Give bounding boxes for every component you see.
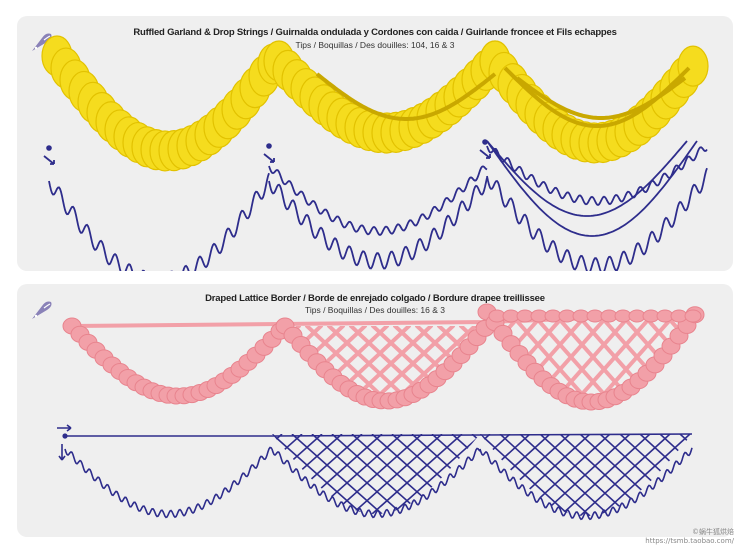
lattice-guide-line [720, 434, 733, 516]
lattice-guide-line [679, 434, 692, 516]
lattice-guide-line [720, 434, 733, 516]
lattice-line [661, 312, 697, 402]
lattice-line [371, 326, 455, 401]
lattice-guide-grid [152, 434, 480, 514]
lattice-guide-line [700, 434, 733, 516]
drop-string-guide [486, 140, 698, 237]
yellow-ruffled-garland [41, 35, 709, 172]
yellow-string [515, 76, 687, 120]
direction-arrow-icon [57, 424, 72, 432]
pink-ruffle-edges [62, 303, 705, 411]
direction-arrow-icon [479, 149, 491, 159]
lattice-guide-line [272, 434, 303, 514]
lattice-guide-line [700, 434, 733, 516]
lattice-line [729, 312, 733, 402]
watermark-handle: ©蜗牛狐烘焙 [692, 528, 734, 536]
yellow-drop-strings [315, 66, 691, 128]
lattice-line [487, 312, 525, 402]
draped-lattice-panel: Draped Lattice Border / Borde de enrejad… [17, 284, 733, 537]
wavy-garland-guide [48, 172, 270, 271]
inner-wavy-guide [268, 165, 488, 237]
lattice-guide-line [659, 434, 692, 516]
ruffled-garland-panel: Ruffled Garland & Drop Strings / Guirnal… [17, 16, 733, 271]
direction-arrow-icon [43, 155, 55, 165]
start-point-dot [62, 433, 68, 439]
wavy-garland-guide [486, 167, 708, 271]
wavy-border-guide [64, 446, 273, 519]
drop-string-guide [486, 140, 688, 217]
direction-arrow-icon [263, 153, 275, 163]
lattice-guide-line [272, 434, 323, 514]
piping-bag-logo-icon [32, 301, 52, 319]
pink-shell [684, 309, 702, 323]
lattice-line [573, 312, 657, 402]
start-point-dot [266, 143, 272, 149]
section-subtitle: Tips / Boquillas / Des douilles: 16 & 3 [304, 305, 445, 315]
ruffled-garland-illustration [41, 35, 709, 271]
lattice-guide-line [411, 434, 480, 514]
lattice-guide-line [659, 434, 692, 516]
lattice-guide-grid [480, 434, 733, 516]
lattice-guide-line [451, 434, 480, 514]
section-title: Draped Lattice Border / Borde de enrejad… [205, 293, 545, 304]
lattice-line [707, 312, 733, 402]
wavy-border-guide [271, 447, 481, 519]
yellow-ruffle-puff [677, 45, 709, 87]
lattice-guide-line [152, 434, 242, 514]
lattice-line [707, 312, 733, 402]
section-title: Ruffled Garland & Drop Strings / Guirnal… [133, 27, 617, 38]
watermark-url: https://tsmb.taobao.com/ [645, 537, 734, 545]
lattice-guide-line [639, 434, 692, 516]
bottom-piping-guide-lines [57, 424, 733, 521]
lattice-guide-line [152, 434, 242, 514]
start-point-dot [46, 145, 52, 151]
piping-bag-logo-icon [32, 33, 52, 51]
draped-lattice-illustration [57, 303, 733, 521]
lattice-guide-line [480, 434, 531, 516]
wavy-garland-guide [268, 177, 488, 270]
lattice-guide-line [431, 434, 480, 514]
start-point-dot [482, 139, 488, 145]
lattice-guide-line [480, 434, 551, 516]
direction-arrow-icon [58, 444, 66, 461]
lattice-line [729, 312, 733, 402]
top-piping-guide-lines [43, 139, 708, 271]
section-subtitle: Tips / Boquillas / Des douilles: 104, 16… [295, 40, 455, 50]
lattice-guide-line [679, 434, 692, 516]
yellow-string [315, 72, 497, 121]
lattice-line [595, 312, 679, 402]
